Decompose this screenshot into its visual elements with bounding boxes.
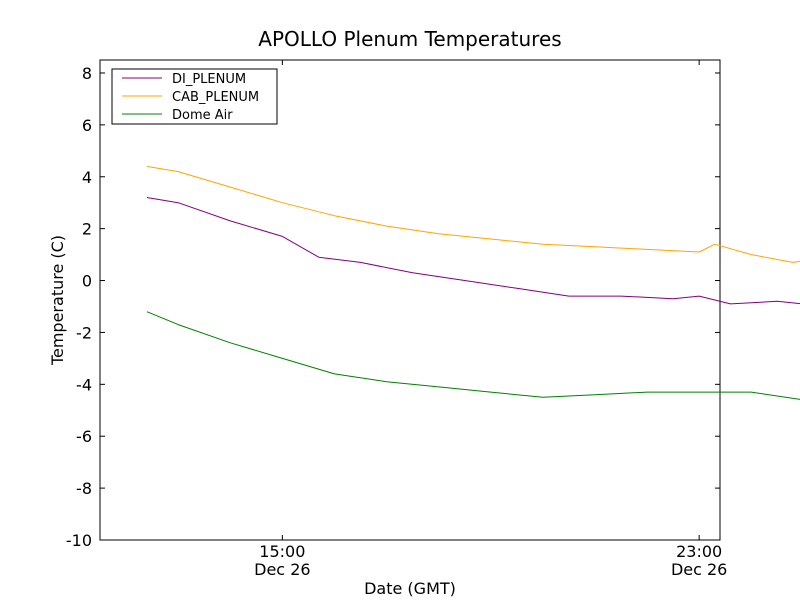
y-tick-label: -4 bbox=[76, 375, 92, 394]
y-tick-label: 4 bbox=[82, 168, 92, 187]
x-tick-time-label: 15:00 bbox=[259, 542, 305, 561]
y-tick-label: 6 bbox=[82, 116, 92, 135]
legend-label: Dome Air bbox=[172, 108, 233, 123]
series-layer bbox=[146, 165, 800, 400]
y-tick-label: 0 bbox=[82, 272, 92, 291]
x-axis-label: Date (GMT) bbox=[364, 579, 456, 598]
y-tick-label: 2 bbox=[82, 220, 92, 239]
y-tick-label: -2 bbox=[76, 323, 92, 342]
legend: DI_PLENUM CAB_PLENUM Dome Air bbox=[111, 68, 278, 125]
series-line-di-plenum bbox=[146, 197, 800, 305]
legend-label: DI_PLENUM bbox=[172, 72, 246, 87]
y-tick-label: -6 bbox=[76, 427, 92, 446]
chart-title: APOLLO Plenum Temperatures bbox=[258, 27, 561, 51]
y-tick-label: -10 bbox=[66, 531, 92, 550]
legend-label: CAB_PLENUM bbox=[172, 90, 259, 105]
y-tick-label: -8 bbox=[76, 479, 92, 498]
x-tick-time-label: 23:00 bbox=[676, 542, 722, 561]
plot-area bbox=[99, 59, 721, 541]
series-line-dome-air bbox=[146, 311, 800, 400]
x-tick-date-label: Dec 26 bbox=[254, 560, 310, 579]
x-tick-date-label: Dec 26 bbox=[671, 560, 727, 579]
y-tick-label: 8 bbox=[82, 64, 92, 83]
y-axis-label: Temperature (C) bbox=[48, 235, 67, 366]
y-axis: -10 -8 -6 -4 -2 0 2 4 6 8 bbox=[66, 64, 720, 550]
series-line-cab-plenum bbox=[146, 165, 800, 263]
